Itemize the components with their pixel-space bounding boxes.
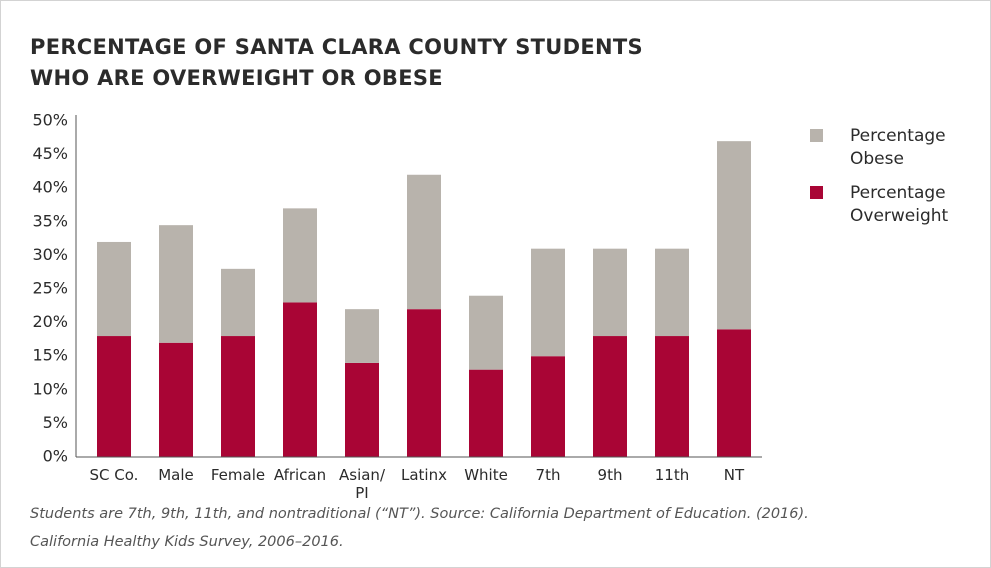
y-tick-label: 50% [32,111,68,130]
x-tick-label: Asian/ PI [339,466,385,502]
x-tick-label: White [464,466,508,484]
chart-title: PERCENTAGE OF SANTA CLARA COUNTY STUDENT… [30,35,643,90]
x-tick-label: Female [210,466,266,484]
y-tick-label: 30% [32,245,68,264]
x-tick-label: NT [723,466,745,484]
bar-segment [407,309,441,457]
bar-segment [97,336,131,457]
y-tick-label: 10% [32,379,68,398]
bar-segment [221,336,255,457]
y-tick-label: 15% [32,346,68,365]
bar-segment [531,356,565,457]
legend-swatch [810,129,823,142]
bar-segment [469,369,503,457]
bar-segment [159,342,193,457]
bar-segment [221,268,255,337]
bar-segment [655,336,689,457]
bar-segment [593,336,627,457]
bar-segment [531,248,565,357]
x-tick-label: 11th [654,466,690,484]
x-tick-label: Latinx [401,466,447,484]
bar-segment [717,141,751,330]
x-tick-label: SC Co. [89,466,139,484]
bar-segment [345,309,379,363]
bar-segment [717,329,751,457]
legend-swatch [810,186,823,199]
legend-label: Percentage Obese [850,126,946,169]
bar-segment [159,225,193,343]
bar-segment [407,174,441,310]
x-tick-label: African [273,466,327,484]
chart-note: Students are 7th, 9th, 11th, and nontrad… [30,506,809,550]
y-tick-label: 35% [32,211,68,230]
y-tick-label: 25% [32,279,68,298]
y-tick-label: 5% [43,413,68,432]
y-tick-label: 40% [32,178,68,197]
y-tick-label: 20% [32,312,68,331]
y-tick-label: 0% [43,447,68,466]
bar-segment [283,208,317,303]
x-tick-label: Male [158,466,194,484]
bar-segment [655,248,689,337]
bar-segment [283,302,317,457]
x-tick-label: 7th [535,466,561,484]
y-tick-label: 45% [32,144,68,163]
legend-label: Percentage Overweight [850,183,949,226]
bar-segment [345,362,379,457]
bar-segment [593,248,627,337]
x-tick-label: 9th [597,466,623,484]
bar-segment [97,241,131,337]
bar-segment [469,295,503,370]
